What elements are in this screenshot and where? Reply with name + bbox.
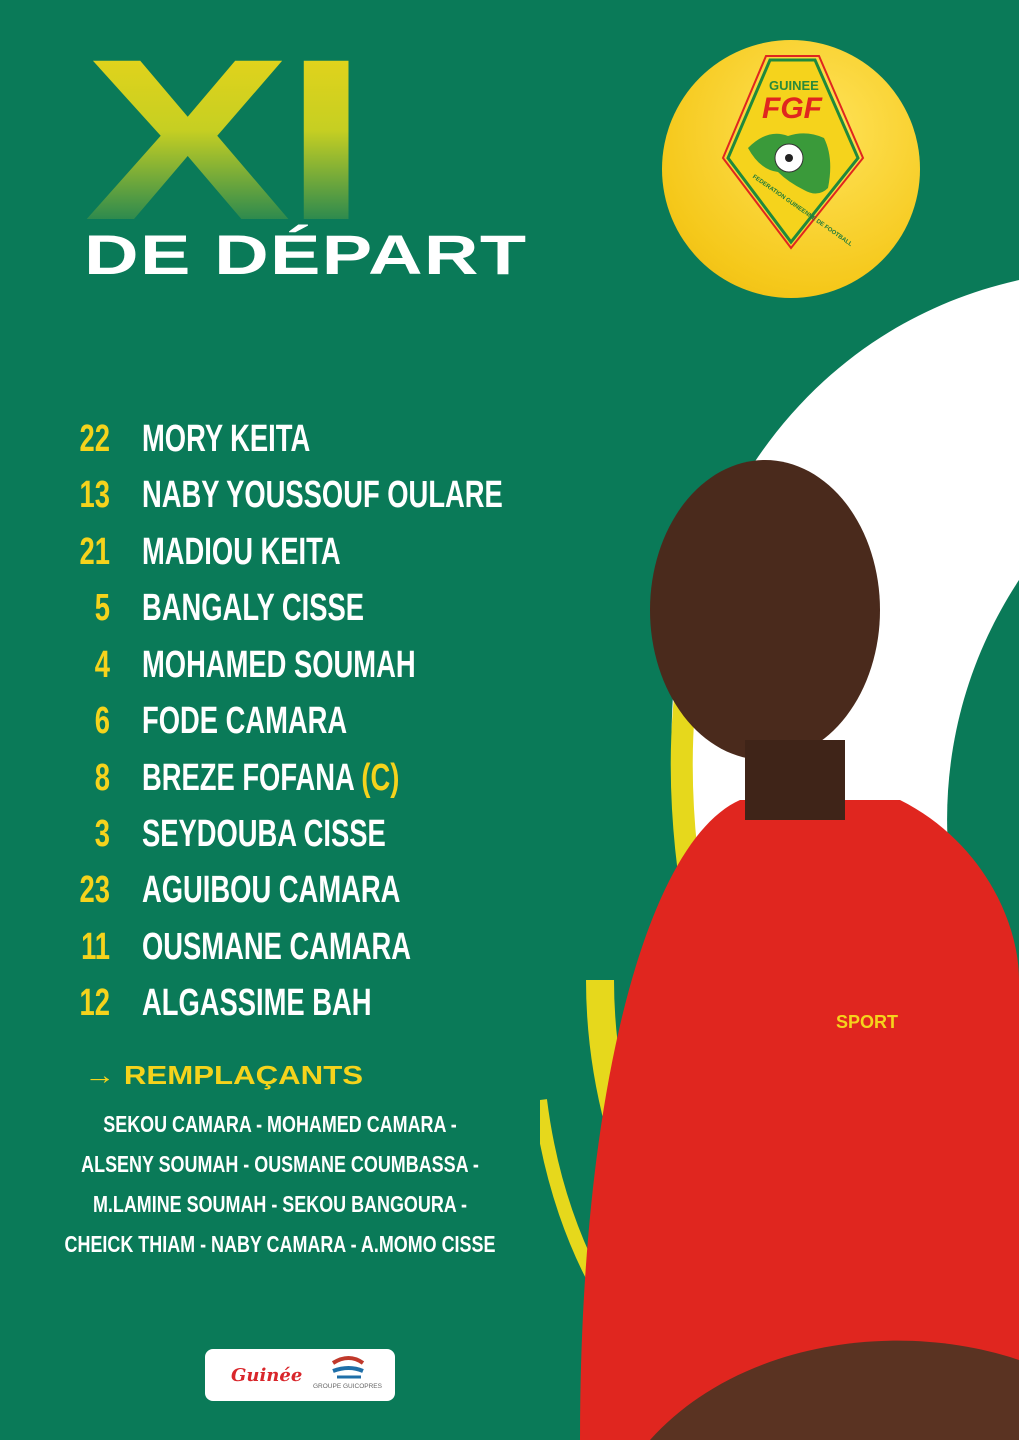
- player-number: 5: [94, 587, 110, 629]
- player-row: 13 NABY YOUSSOUF OULARE: [0, 474, 600, 524]
- player-name-text: BREZE FOFANA: [142, 757, 354, 799]
- title-de-depart: DE DÉPART: [84, 223, 528, 286]
- player-row: 6 FODE CAMARA: [0, 700, 600, 750]
- player-name: NABY YOUSSOUF OULARE: [142, 474, 503, 516]
- player-row: 8 BREZE FOFANA (C): [0, 757, 600, 807]
- player-number: 11: [81, 926, 110, 968]
- player-number: 12: [79, 982, 110, 1024]
- player-name: FODE CAMARA: [142, 700, 348, 742]
- red-jersey: [580, 800, 1019, 1440]
- player-number: 3: [94, 813, 110, 855]
- title-xi: XI: [84, 11, 369, 268]
- sponsor-guinee-logo: Guinée: [231, 1365, 303, 1386]
- captain-badge: (C): [361, 757, 400, 799]
- player-row: 12 ALGASSIME BAH: [0, 982, 600, 1032]
- player-row: 23 AGUIBOU CAMARA: [0, 869, 600, 919]
- player-number: 22: [79, 418, 110, 460]
- fgf-crest-icon: [721, 55, 865, 250]
- player-row: 3 SEYDOUBA CISSE: [0, 813, 600, 863]
- federation-logo: GUINEE FGF FEDERATION GUINEENNE DE FOOTB…: [662, 40, 920, 298]
- substitutes-heading: → REMPLAÇANTS: [84, 1060, 363, 1091]
- player-name: MORY KEITA: [142, 418, 311, 460]
- sponsor-guicopres-text: GROUPE GUICOPRES: [313, 1383, 382, 1390]
- player-row: 21 MADIOU KEITA: [0, 531, 600, 581]
- arrow-right-icon: →: [84, 1060, 116, 1090]
- player-number: 6: [94, 700, 110, 742]
- player-number: 21: [79, 531, 110, 573]
- guicopres-logo-icon: [331, 1356, 365, 1379]
- substitutes-title: REMPLAÇANTS: [123, 1060, 364, 1090]
- player-name: SEYDOUBA CISSE: [142, 813, 386, 855]
- substitutes-line: ALSENY SOUMAH - OUSMANE COUMBASSA -: [81, 1151, 479, 1177]
- player-number: 23: [79, 869, 110, 911]
- player-number: 4: [94, 644, 110, 686]
- jersey-brand-text: SPORT: [836, 1012, 899, 1032]
- player-name: BREZE FOFANA (C): [142, 757, 399, 800]
- player-row: 11 OUSMANE CAMARA: [0, 926, 600, 976]
- player-photo: [540, 280, 1019, 1440]
- player-head: [650, 460, 880, 760]
- player-row: 22 MORY KEITA: [0, 418, 600, 468]
- player-name: OUSMANE CAMARA: [142, 926, 412, 968]
- player-name: AGUIBOU CAMARA: [142, 869, 401, 911]
- player-number: 8: [94, 757, 110, 799]
- badge-initials: FGF: [762, 92, 822, 125]
- substitutes-line: SEKOU CAMARA - MOHAMED CAMARA -: [103, 1111, 457, 1137]
- player-name: BANGALY CISSE: [142, 587, 364, 629]
- player-row: 4 MOHAMED SOUMAH: [0, 644, 600, 694]
- player-name: MADIOU KEITA: [142, 531, 341, 573]
- player-row: 5 BANGALY CISSE: [0, 587, 600, 637]
- player-name: MOHAMED SOUMAH: [142, 644, 416, 686]
- badge-top-text: GUINEE: [769, 78, 819, 93]
- player-number: 13: [79, 474, 110, 516]
- substitutes-line: M.LAMINE SOUMAH - SEKOU BANGOURA -: [92, 1191, 468, 1217]
- player-name: ALGASSIME BAH: [142, 982, 372, 1024]
- sponsor-banner: Guinée GROUPE GUICOPRES: [205, 1349, 395, 1401]
- substitutes-line: CHEICK THIAM - NABY CAMARA - A.MOMO CISS…: [64, 1231, 496, 1257]
